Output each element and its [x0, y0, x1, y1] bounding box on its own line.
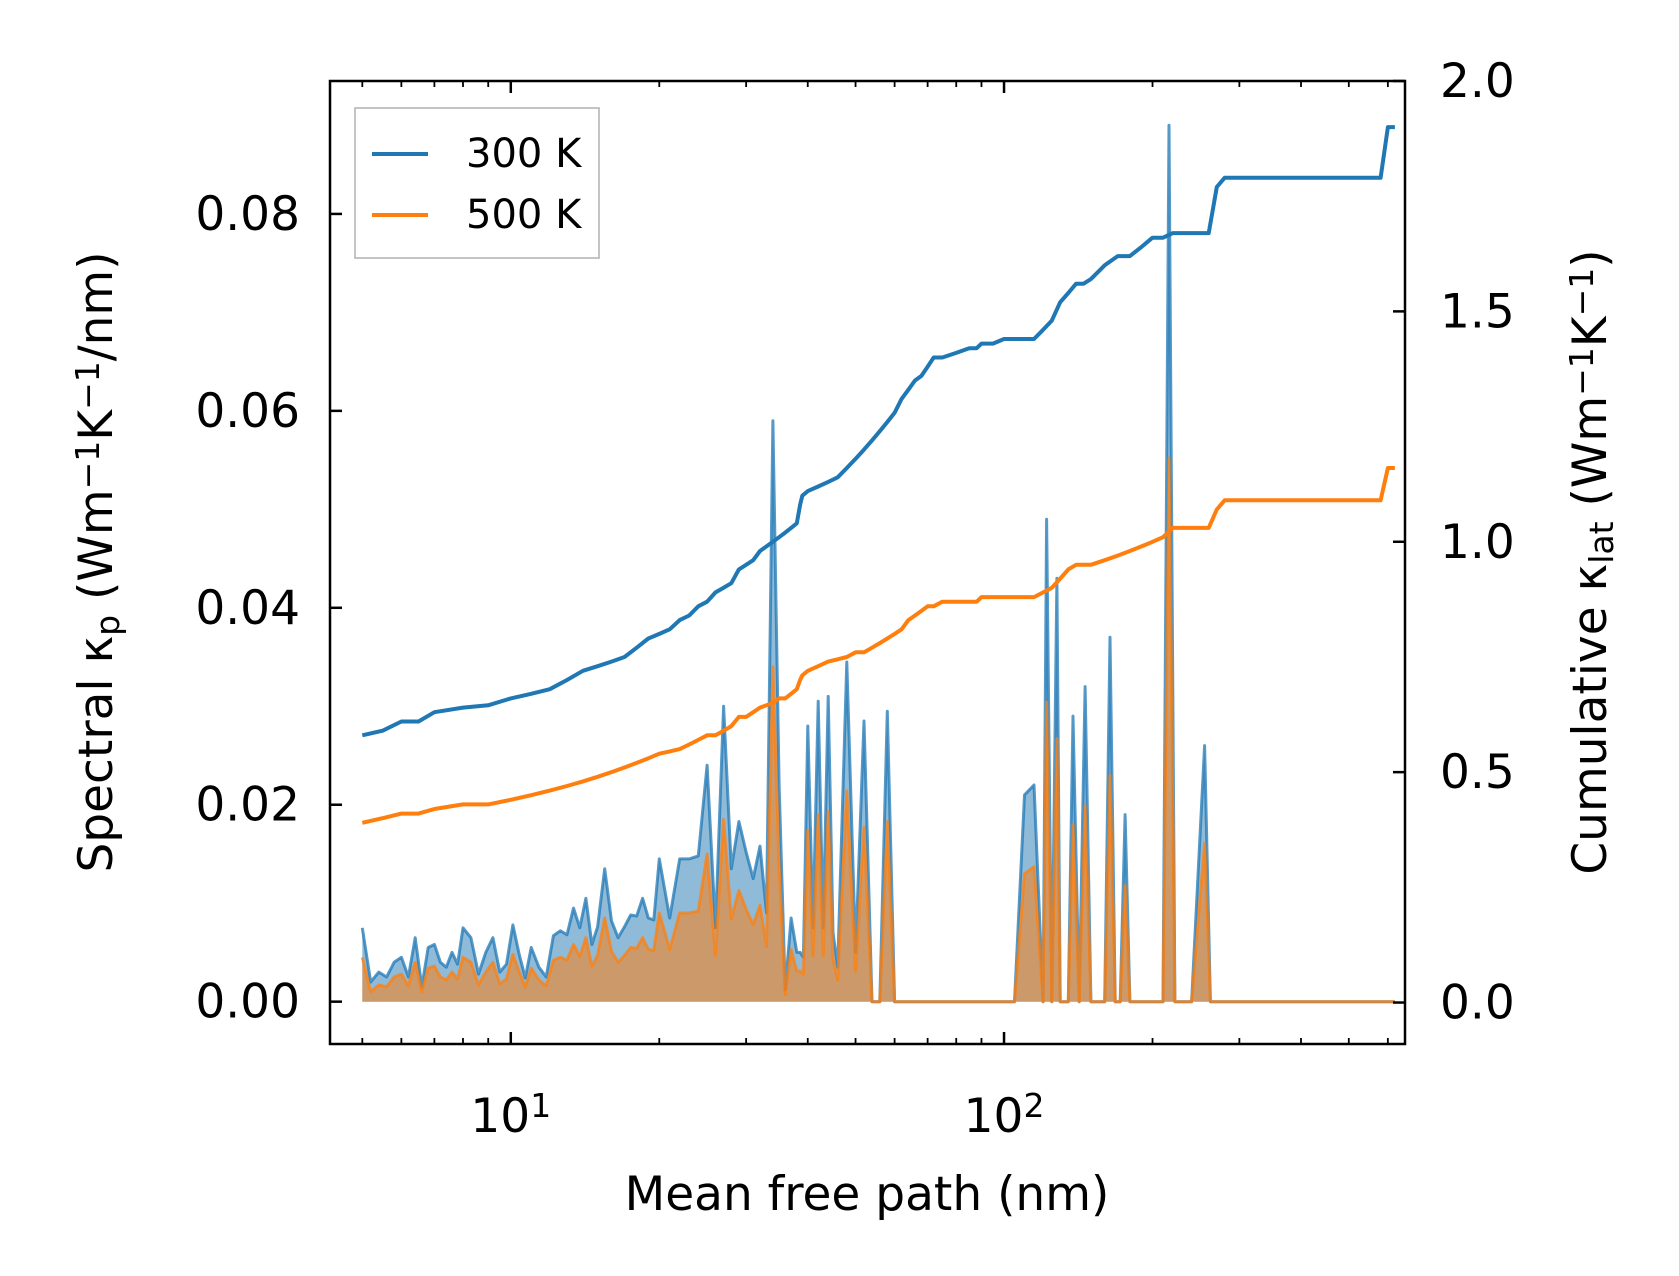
- x-tick-label: 101: [470, 1086, 551, 1144]
- x-axis-label: Mean free path (nm): [625, 1167, 1110, 1222]
- y-left-label: Spectral κp (Wm−1K−1/nm): [68, 251, 127, 872]
- cumulative-line-500k: [361, 466, 1395, 825]
- y-right-tick-label: 2.0: [1440, 54, 1515, 109]
- y-left-tick-label: 0.00: [195, 975, 300, 1030]
- legend-label-300k: 300 K: [466, 131, 583, 177]
- y-left-tick-label: 0.04: [195, 581, 300, 636]
- spectral-area-500k: [362, 458, 1395, 1002]
- y-left-tick-label: 0.06: [195, 384, 300, 439]
- legend: 300 K 500 K: [354, 107, 600, 259]
- legend-box: [354, 107, 600, 259]
- cumulative-line-300k: [361, 125, 1395, 738]
- spectral-line-500k: [360, 456, 1395, 1004]
- plot-frame: [328, 79, 1407, 1046]
- y-right-tick-label: 1.0: [1440, 515, 1515, 570]
- y-left-tick-label: 0.08: [195, 187, 300, 242]
- y-right-tick-label: 0.5: [1440, 745, 1515, 800]
- spectral-fill-layer: [360, 123, 1395, 1004]
- cumulative-lines-layer: [361, 125, 1395, 825]
- y-left-tick-label: 0.02: [195, 778, 300, 833]
- y-right-tick-label: 1.5: [1440, 284, 1515, 339]
- ticks-layer: 101 102 0.00 0.02 0.04 0.06 0.08 0.0 0.5 1.0 1.5 2.…: [195, 54, 1514, 1144]
- y-right-tick-label: 0.0: [1440, 976, 1515, 1031]
- legend-label-500k: 500 K: [466, 192, 583, 238]
- x-tick-label: 102: [964, 1086, 1045, 1144]
- y-right-label: Cumulative κlat (Wm−1K−1): [1562, 249, 1621, 874]
